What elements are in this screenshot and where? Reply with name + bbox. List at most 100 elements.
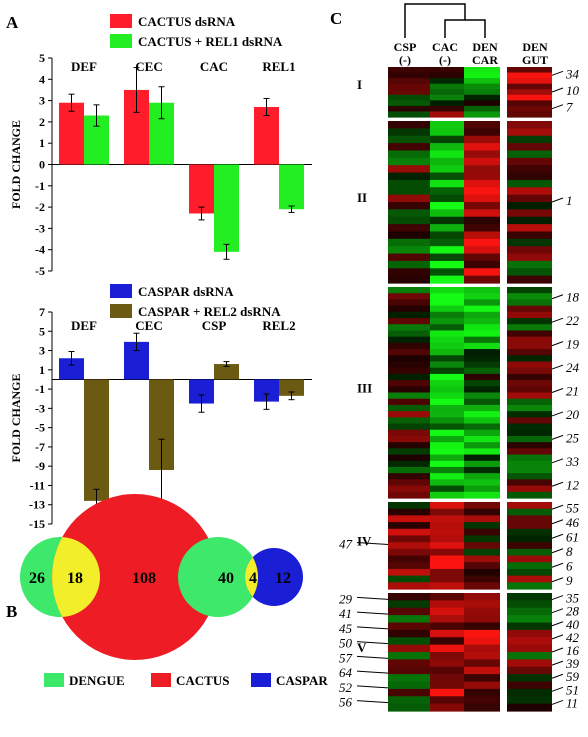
- heatmap-cell: [464, 143, 500, 152]
- heatmap-cell: [430, 238, 464, 247]
- dendrogram: [404, 3, 486, 38]
- heatmap-cell: [464, 72, 500, 79]
- heatmap-cell: [430, 442, 464, 449]
- heatmap-cell: [388, 111, 430, 118]
- gene-label: 46: [566, 515, 580, 530]
- heatmap-cell: [464, 100, 500, 107]
- heatmap-cell: [388, 187, 430, 196]
- heatmap-cell: [507, 442, 552, 449]
- column-header: GUT: [522, 53, 548, 67]
- heatmap-cell: [388, 392, 430, 400]
- heatmap-cell: [430, 105, 464, 113]
- heatmap-cell: [464, 299, 500, 307]
- y-tick-label: -2: [35, 200, 45, 214]
- bar: [254, 379, 279, 402]
- category-label: CAC: [200, 59, 228, 74]
- y-tick-label: -3: [35, 221, 45, 235]
- category-label: REL2: [262, 318, 295, 333]
- y-tick-label: -5: [35, 264, 45, 278]
- gene-label: 6: [566, 558, 573, 573]
- gene-label: 64: [339, 665, 353, 680]
- heatmap-cell: [507, 392, 552, 400]
- heatmap-cell: [430, 361, 464, 369]
- heatmap-cell: [430, 515, 464, 523]
- bar-chart-cactus: CACTUS dsRNA CACTUS + REL1 dsRNA -5 -4 -3 -2 -…: [9, 14, 312, 278]
- legend-swatch: [110, 34, 132, 48]
- heatmap-cell: [430, 311, 464, 319]
- heatmap-cell: [388, 696, 430, 705]
- heatmap-cell: [464, 622, 500, 631]
- gene-pointer: [551, 548, 564, 554]
- heatmap-cell: [464, 157, 500, 166]
- panel-label-a: A: [6, 13, 19, 32]
- heatmap-cell: [388, 224, 430, 233]
- gene-label: 7: [566, 100, 573, 115]
- heatmap-cell: [464, 522, 500, 530]
- heatmap-cell: [464, 479, 500, 487]
- heatmap-cell: [507, 435, 552, 443]
- heatmap-cell: [507, 652, 552, 660]
- heatmap-cell: [507, 231, 552, 240]
- heatmap-cell: [507, 485, 552, 493]
- heatmap-cell: [507, 355, 552, 363]
- heatmap-cell: [430, 652, 464, 660]
- heatmap-cell: [507, 172, 552, 181]
- venn-legend-swatch: [251, 673, 271, 687]
- gene-label: 51: [566, 682, 579, 697]
- heatmap-cell: [388, 615, 430, 624]
- y-tick-label: -1: [35, 382, 45, 396]
- heatmap-cell: [507, 78, 552, 85]
- heatmap-cell: [507, 681, 552, 690]
- heatmap-cell: [464, 209, 500, 218]
- y-tick-label: 1: [39, 363, 45, 377]
- y-axis-label: FOLD CHANGE: [9, 120, 23, 209]
- gene-label: 20: [566, 407, 580, 422]
- heatmap-cell: [388, 491, 430, 499]
- heatmap-cell: [507, 535, 552, 543]
- y-tick-label: -13: [29, 498, 45, 512]
- heatmap-cell: [430, 330, 464, 338]
- bar: [214, 364, 239, 380]
- heatmap-cell: [388, 644, 430, 653]
- heatmap-cell: [464, 491, 500, 499]
- heatmap-cell: [507, 508, 552, 516]
- gene-label: 55: [566, 500, 580, 515]
- legend-label: CASPAR + REL2 dsRNA: [138, 304, 281, 319]
- heatmap-cell: [388, 305, 430, 313]
- heatmap-cell: [507, 473, 552, 480]
- category-label: REL1: [262, 59, 295, 74]
- heatmap-cell: [507, 491, 552, 499]
- heatmap-cell: [388, 72, 430, 79]
- bar: [189, 164, 214, 214]
- venn-dengue-circle: [178, 537, 258, 617]
- heatmap-cell: [430, 696, 464, 705]
- heatmap-cell: [464, 666, 500, 675]
- heatmap-cell: [507, 688, 552, 697]
- heatmap-cell: [430, 460, 464, 468]
- heatmap-cell: [464, 448, 500, 456]
- heatmap-cell: [464, 318, 500, 325]
- heatmap-cell: [388, 209, 430, 218]
- gene-label: 1: [566, 193, 573, 208]
- heatmap-cell: [507, 548, 552, 557]
- heatmap-cell: [388, 629, 430, 638]
- heatmap-cell: [430, 121, 464, 129]
- heatmap-cell: [388, 600, 430, 609]
- heatmap-cell: [464, 128, 500, 137]
- heatmap-cell: [388, 260, 430, 269]
- bar: [279, 164, 304, 210]
- heatmap-cell: [464, 398, 500, 406]
- heatmap-cell: [507, 194, 552, 203]
- cluster-label: I: [357, 77, 362, 92]
- heatmap-cell: [464, 165, 500, 174]
- y-tick-label: -15: [29, 517, 45, 531]
- heatmap-cell: [464, 311, 500, 319]
- heatmap-cell: [507, 429, 552, 437]
- y-tick-label: 3: [39, 94, 45, 108]
- gene-pointer: [356, 685, 389, 689]
- heatmap-cell: [430, 644, 464, 653]
- y-tick-label: 5: [39, 51, 45, 65]
- heatmap-cell: [507, 89, 552, 96]
- heatmap-cell: [388, 121, 430, 129]
- heatmap-cell: [388, 355, 430, 363]
